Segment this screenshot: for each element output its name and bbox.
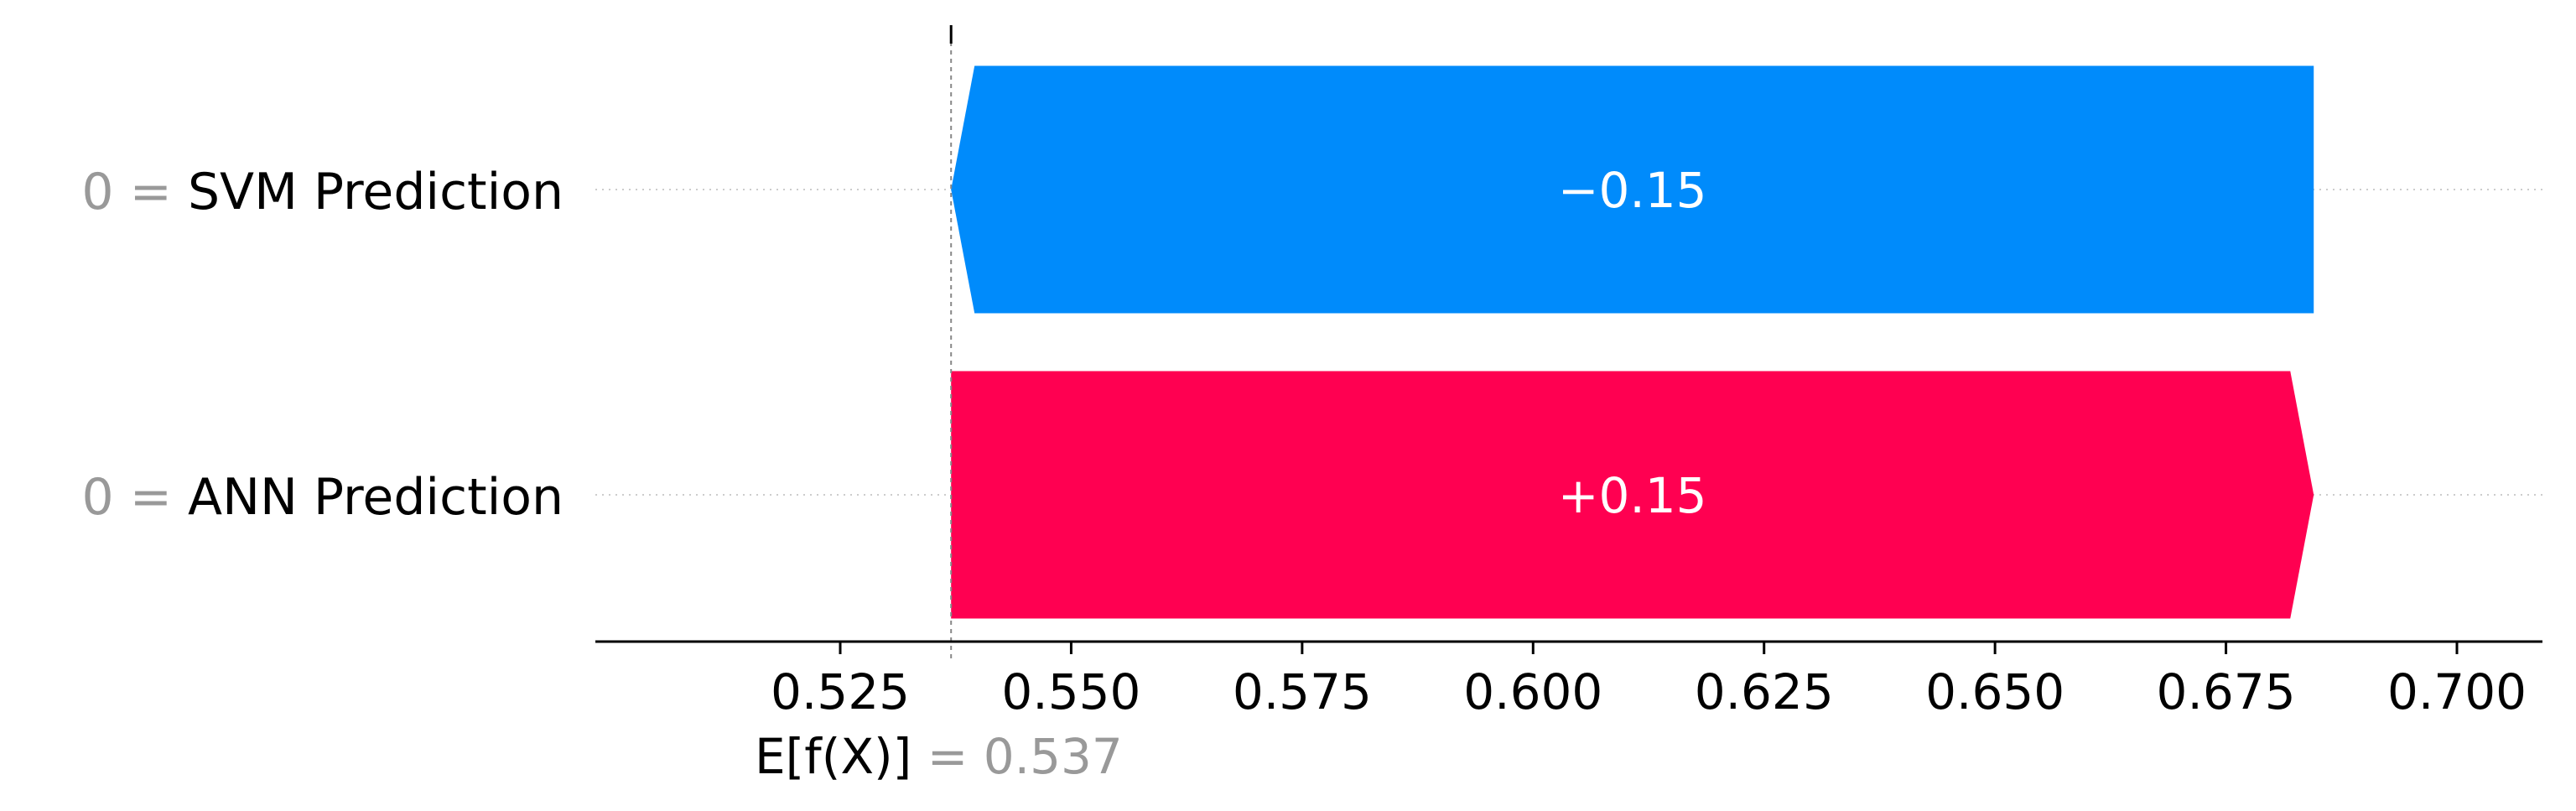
- bar-value-label: −0.15: [1558, 162, 1707, 219]
- x-tick-label: 0.550: [1001, 663, 1140, 720]
- x-tick-label: 0.700: [2387, 663, 2527, 720]
- contribution-bars: −0.15 +0.15: [949, 25, 2314, 663]
- feature-value: 0 =: [81, 468, 188, 527]
- positive-contribution-bar: [951, 371, 2314, 619]
- base-value-label: E[f(X)]: [755, 728, 927, 785]
- feature-label: 0 = SVM Prediction: [81, 163, 564, 221]
- bar-value-label: +0.15: [1558, 467, 1707, 524]
- x-tick-label: 0.525: [771, 663, 910, 720]
- feature-name: SVM Prediction: [188, 163, 564, 221]
- x-tick-label: 0.675: [2157, 663, 2296, 720]
- x-tick-label: 0.625: [1695, 663, 1834, 720]
- x-tick-label: 0.600: [1463, 663, 1602, 720]
- x-axis: 0.525 0.550 0.575 0.600 0.625 0.650 0.675 0.700…: [595, 640, 2542, 785]
- feature-name: ANN Prediction: [188, 468, 564, 527]
- x-tick-label: 0.650: [1925, 663, 2064, 720]
- base-value-annotation: E[f(X)] = 0.537: [755, 728, 1123, 785]
- feature-value: 0 =: [81, 163, 188, 221]
- negative-contribution-bar: [951, 65, 2314, 314]
- x-tick-label: 0.575: [1233, 663, 1372, 720]
- base-value-number: = 0.537: [927, 728, 1123, 785]
- feature-label: 0 = ANN Prediction: [81, 468, 564, 527]
